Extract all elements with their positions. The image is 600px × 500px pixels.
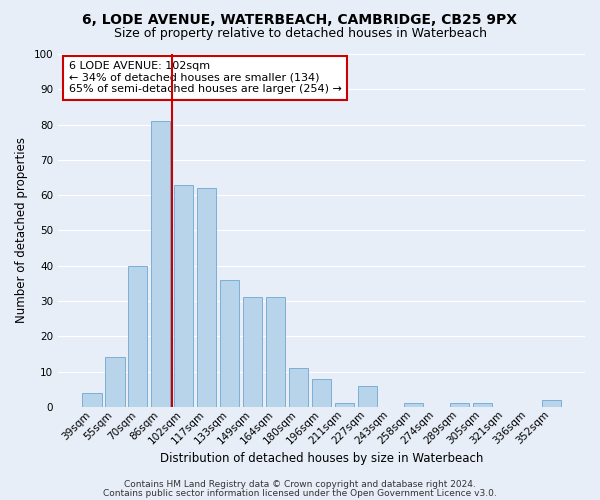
Text: Contains public sector information licensed under the Open Government Licence v3: Contains public sector information licen… <box>103 489 497 498</box>
Text: Contains HM Land Registry data © Crown copyright and database right 2024.: Contains HM Land Registry data © Crown c… <box>124 480 476 489</box>
Text: 6, LODE AVENUE, WATERBEACH, CAMBRIDGE, CB25 9PX: 6, LODE AVENUE, WATERBEACH, CAMBRIDGE, C… <box>83 12 517 26</box>
Bar <box>82 392 101 407</box>
Bar <box>128 266 148 407</box>
Bar <box>335 404 354 407</box>
Bar <box>289 368 308 407</box>
Text: Size of property relative to detached houses in Waterbeach: Size of property relative to detached ho… <box>113 28 487 40</box>
Bar <box>105 358 125 407</box>
Bar <box>266 298 286 407</box>
Bar <box>174 184 193 407</box>
Bar <box>243 298 262 407</box>
Bar <box>542 400 561 407</box>
Text: 6 LODE AVENUE: 102sqm
← 34% of detached houses are smaller (134)
65% of semi-det: 6 LODE AVENUE: 102sqm ← 34% of detached … <box>68 61 341 94</box>
Bar <box>220 280 239 407</box>
Bar <box>151 121 170 407</box>
X-axis label: Distribution of detached houses by size in Waterbeach: Distribution of detached houses by size … <box>160 452 483 465</box>
Bar <box>312 378 331 407</box>
Bar <box>473 404 492 407</box>
Bar <box>404 404 423 407</box>
Bar <box>449 404 469 407</box>
Y-axis label: Number of detached properties: Number of detached properties <box>15 138 28 324</box>
Bar <box>358 386 377 407</box>
Bar <box>197 188 217 407</box>
